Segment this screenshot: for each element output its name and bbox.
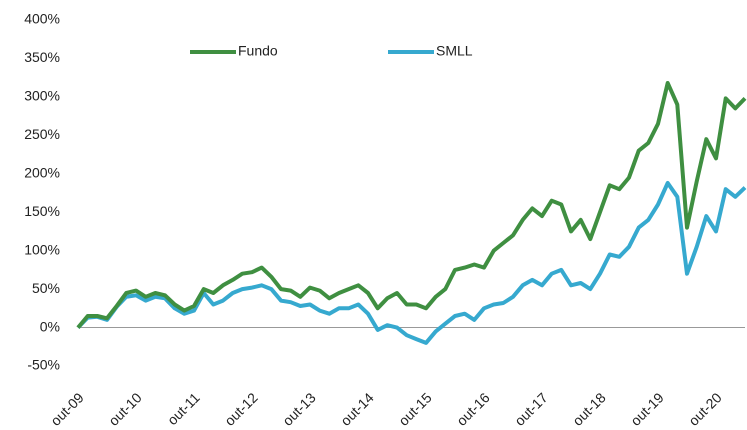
x-tick-label: out-18	[569, 389, 609, 429]
legend-label: Fundo	[238, 43, 278, 59]
x-tick-label: out-19	[627, 389, 667, 429]
x-tick-label: out-11	[164, 389, 203, 428]
y-tick-label: 300%	[24, 88, 60, 104]
y-tick-label: 400%	[24, 11, 60, 27]
y-tick-label: 0%	[40, 318, 60, 334]
x-tick-label: out-15	[395, 389, 435, 429]
x-tick-label: out-17	[511, 389, 551, 429]
series-line	[76, 181, 747, 345]
x-tick-label: out-09	[47, 389, 87, 429]
x-tick-label: out-14	[337, 389, 377, 429]
y-tick-label: 100%	[24, 241, 60, 257]
x-tick-label: out-13	[279, 389, 319, 429]
series-line	[76, 81, 747, 329]
x-tick-label: out-10	[105, 389, 145, 429]
x-tick-label: out-16	[453, 389, 493, 429]
y-tick-label: 200%	[24, 164, 60, 180]
y-tick-label: 50%	[32, 280, 60, 296]
x-tick-label: out-12	[221, 389, 261, 429]
y-tick-label: 250%	[24, 126, 60, 142]
y-tick-label: 150%	[24, 203, 60, 219]
legend-label: SMLL	[436, 43, 473, 59]
y-tick-label: -50%	[27, 357, 60, 373]
x-tick-label: out-20	[685, 389, 725, 429]
y-tick-label: 350%	[24, 49, 60, 65]
